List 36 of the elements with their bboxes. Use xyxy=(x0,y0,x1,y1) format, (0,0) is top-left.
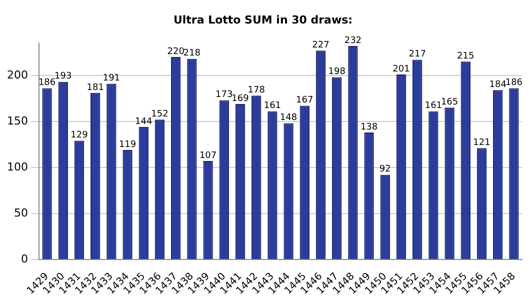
data-label: 173 xyxy=(216,90,233,100)
data-label: 148 xyxy=(280,113,298,124)
data-label: 184 xyxy=(489,80,507,90)
data-label: 181 xyxy=(86,82,104,93)
y-tick-label: 150 xyxy=(6,114,28,128)
data-label: 220 xyxy=(167,46,185,57)
chart-title: Ultra Lotto SUM in 30 draws: xyxy=(173,13,353,26)
data-label: 186 xyxy=(505,78,523,88)
data-label: 161 xyxy=(424,101,442,112)
data-label: 191 xyxy=(102,74,120,84)
data-label: 227 xyxy=(312,40,330,50)
data-label: 121 xyxy=(473,138,490,148)
data-label: 169 xyxy=(232,94,250,104)
data-label: 178 xyxy=(248,86,266,96)
y-tick-label: 0 xyxy=(20,252,28,266)
data-label: 193 xyxy=(54,72,72,82)
y-tick-label: 200 xyxy=(6,68,28,82)
data-label: 119 xyxy=(118,140,136,150)
data-label: 186 xyxy=(38,78,56,88)
data-label: 165 xyxy=(440,97,458,108)
data-label: 152 xyxy=(151,109,168,120)
data-label: 215 xyxy=(457,51,474,62)
data-label: 218 xyxy=(183,48,201,59)
data-label: 107 xyxy=(199,150,217,161)
data-label: 161 xyxy=(264,101,282,112)
y-tick-label: 50 xyxy=(14,206,28,220)
data-label: 232 xyxy=(344,36,362,46)
data-label: 198 xyxy=(328,67,346,78)
data-label: 92 xyxy=(379,164,391,175)
data-label: 144 xyxy=(135,116,153,127)
data-label: 201 xyxy=(392,64,410,74)
data-label: 138 xyxy=(360,122,378,132)
data-label: 217 xyxy=(408,50,426,60)
data-label: 167 xyxy=(296,96,314,106)
data-label: 129 xyxy=(70,130,88,141)
y-tick-label: 100 xyxy=(6,160,28,174)
